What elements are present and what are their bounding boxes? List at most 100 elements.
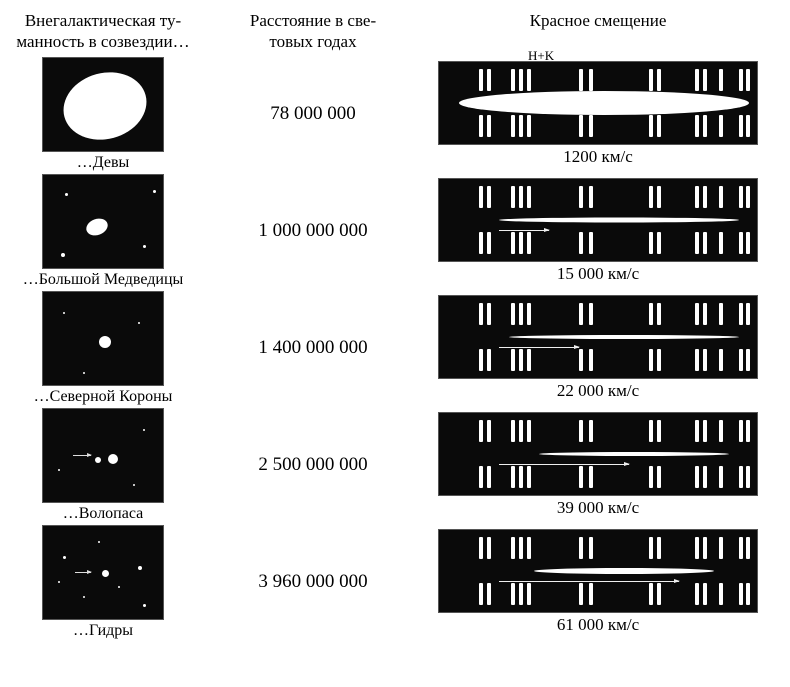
star-dot xyxy=(95,457,101,463)
comparison-line xyxy=(589,420,593,442)
spectrum-image xyxy=(438,295,758,379)
header-row: Внегалактическая ту-манность в созвездии… xyxy=(8,10,782,53)
col-spectrum: 1200 км/с xyxy=(428,61,768,167)
galaxy-blob xyxy=(102,570,109,577)
comparison-line xyxy=(649,349,653,371)
comparison-line xyxy=(649,583,653,605)
comparison-line xyxy=(657,583,661,605)
col-galaxy: …Гидры xyxy=(8,525,198,640)
star-dot xyxy=(61,253,65,257)
comparison-line xyxy=(589,186,593,208)
comparison-line xyxy=(487,349,491,371)
comparison-line xyxy=(746,69,750,91)
galaxy-caption: …Большой Медведицы xyxy=(8,271,198,289)
comparison-line xyxy=(746,537,750,559)
comparison-line xyxy=(479,115,483,137)
comparison-line xyxy=(719,303,723,325)
comparison-line xyxy=(657,186,661,208)
comparison-line xyxy=(519,115,523,137)
spectrum-image xyxy=(438,178,758,262)
comparison-line xyxy=(649,232,653,254)
comparison-line xyxy=(511,349,515,371)
table-row: …Большой Медведицы1 000 000 00015 000 км… xyxy=(8,174,782,289)
comparison-line xyxy=(519,349,523,371)
star-dot xyxy=(118,586,120,588)
star-dot xyxy=(63,312,65,314)
comparison-line xyxy=(649,186,653,208)
galaxy-image xyxy=(42,408,164,503)
comparison-line xyxy=(649,466,653,488)
comparison-line xyxy=(579,69,583,91)
comparison-line xyxy=(479,466,483,488)
galaxy-spectrum-streak xyxy=(534,568,714,574)
comparison-line xyxy=(487,69,491,91)
col-galaxy: …Волопаса xyxy=(8,408,198,523)
comparison-line xyxy=(746,583,750,605)
header-col1: Внегалактическая ту-манность в созвездии… xyxy=(8,10,198,53)
comparison-line xyxy=(519,186,523,208)
comparison-line xyxy=(719,186,723,208)
comparison-line xyxy=(519,466,523,488)
redshift-arrow-icon xyxy=(499,230,549,231)
comparison-line xyxy=(719,69,723,91)
comparison-line xyxy=(527,466,531,488)
comparison-line xyxy=(649,69,653,91)
comparison-line xyxy=(695,537,699,559)
comparison-line xyxy=(746,349,750,371)
comparison-line xyxy=(695,115,699,137)
comparison-line xyxy=(479,232,483,254)
comparison-line xyxy=(487,232,491,254)
comparison-line xyxy=(527,69,531,91)
comparison-line xyxy=(746,420,750,442)
comparison-line xyxy=(719,537,723,559)
comparison-line xyxy=(719,583,723,605)
comparison-line xyxy=(479,69,483,91)
galaxy-blob xyxy=(108,454,118,464)
galaxy-image xyxy=(42,291,164,386)
spectrum-image xyxy=(438,61,758,145)
comparison-line xyxy=(487,583,491,605)
star-dot xyxy=(98,541,100,543)
col-distance: 2 500 000 000 xyxy=(198,454,428,476)
col-spectrum: 61 000 км/с xyxy=(428,529,768,635)
star-dot xyxy=(63,556,66,559)
comparison-line xyxy=(519,420,523,442)
col-distance: 1 000 000 000 xyxy=(198,220,428,242)
galaxy-caption: …Гидры xyxy=(8,622,198,640)
comparison-line xyxy=(579,583,583,605)
pointer-arrow-icon xyxy=(75,572,91,573)
table-row: …Гидры3 960 000 00061 000 км/с xyxy=(8,525,782,640)
comparison-line xyxy=(589,303,593,325)
table-row: …Девы78 000 000 1200 км/с xyxy=(8,57,782,172)
galaxy-spectrum-streak xyxy=(539,452,729,456)
spectrum-image xyxy=(438,529,758,613)
col-distance: 78 000 000 xyxy=(198,103,428,125)
comparison-line xyxy=(657,303,661,325)
velocity-label: 22 000 км/с xyxy=(428,381,768,401)
comparison-line xyxy=(649,303,653,325)
comparison-line xyxy=(739,349,743,371)
comparison-line xyxy=(746,303,750,325)
comparison-line xyxy=(511,69,515,91)
comparison-line xyxy=(487,186,491,208)
comparison-line xyxy=(746,232,750,254)
comparison-line xyxy=(589,537,593,559)
comparison-line xyxy=(719,466,723,488)
comparison-line xyxy=(703,583,707,605)
comparison-line xyxy=(739,420,743,442)
col-galaxy: …Девы xyxy=(8,57,198,172)
table-body: …Девы78 000 000 1200 км/с …Большой Медведи… xyxy=(8,57,782,640)
comparison-line xyxy=(657,232,661,254)
comparison-line xyxy=(511,186,515,208)
comparison-line xyxy=(527,349,531,371)
galaxy-blob xyxy=(84,215,110,238)
comparison-line xyxy=(527,583,531,605)
comparison-line xyxy=(511,420,515,442)
comparison-line xyxy=(703,466,707,488)
star-dot xyxy=(138,566,142,570)
velocity-label: 1200 км/с xyxy=(428,147,768,167)
comparison-line xyxy=(739,115,743,137)
comparison-line xyxy=(703,303,707,325)
comparison-line xyxy=(479,186,483,208)
comparison-line xyxy=(719,232,723,254)
